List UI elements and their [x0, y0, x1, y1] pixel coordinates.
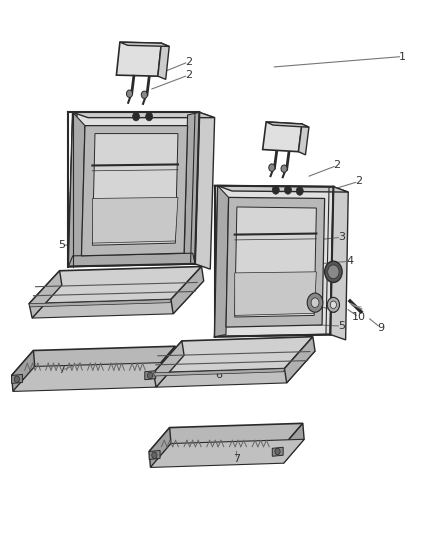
- Circle shape: [133, 112, 140, 121]
- Text: 4: 4: [85, 155, 92, 165]
- Polygon shape: [120, 42, 169, 46]
- Polygon shape: [156, 351, 315, 387]
- Polygon shape: [29, 300, 171, 307]
- Polygon shape: [12, 374, 22, 383]
- Text: 2: 2: [185, 57, 192, 67]
- Polygon shape: [285, 337, 315, 383]
- Polygon shape: [330, 187, 348, 340]
- Circle shape: [281, 165, 287, 172]
- Polygon shape: [68, 112, 85, 266]
- Polygon shape: [68, 112, 199, 266]
- Polygon shape: [215, 185, 333, 337]
- Text: 7: 7: [233, 454, 240, 464]
- Polygon shape: [150, 439, 304, 467]
- Polygon shape: [153, 346, 177, 387]
- Circle shape: [275, 448, 280, 455]
- Circle shape: [296, 187, 303, 195]
- Circle shape: [307, 293, 323, 312]
- Text: 7: 7: [58, 365, 65, 375]
- Circle shape: [327, 297, 339, 312]
- Polygon shape: [29, 266, 201, 304]
- Circle shape: [127, 90, 133, 98]
- Text: 5: 5: [58, 240, 65, 250]
- Circle shape: [328, 265, 339, 279]
- Polygon shape: [153, 368, 285, 376]
- Circle shape: [141, 91, 148, 99]
- Polygon shape: [32, 281, 204, 318]
- Polygon shape: [266, 122, 309, 127]
- Polygon shape: [13, 362, 177, 391]
- Text: 2: 2: [333, 160, 340, 171]
- Circle shape: [330, 301, 336, 309]
- Polygon shape: [149, 427, 171, 467]
- Circle shape: [272, 185, 279, 194]
- Polygon shape: [92, 197, 178, 243]
- Text: 6: 6: [215, 370, 223, 381]
- Text: 9: 9: [377, 322, 384, 333]
- Polygon shape: [12, 351, 35, 391]
- Circle shape: [311, 298, 319, 308]
- Polygon shape: [149, 423, 303, 451]
- Circle shape: [14, 376, 19, 382]
- Circle shape: [325, 261, 342, 282]
- Polygon shape: [68, 253, 195, 266]
- Polygon shape: [153, 341, 184, 387]
- Text: 2: 2: [355, 176, 362, 187]
- Text: 4: 4: [346, 256, 353, 266]
- Polygon shape: [218, 185, 348, 192]
- Polygon shape: [73, 112, 215, 118]
- Text: 6: 6: [58, 278, 65, 287]
- Polygon shape: [298, 124, 309, 155]
- Text: 3: 3: [93, 128, 100, 139]
- Text: 8: 8: [329, 305, 336, 315]
- Circle shape: [269, 164, 275, 171]
- Polygon shape: [283, 423, 304, 463]
- Polygon shape: [68, 112, 77, 266]
- Polygon shape: [117, 42, 161, 76]
- Polygon shape: [184, 112, 199, 264]
- Polygon shape: [92, 134, 178, 245]
- Text: 2: 2: [185, 70, 192, 80]
- Text: 5: 5: [338, 321, 345, 331]
- Polygon shape: [171, 266, 204, 314]
- Polygon shape: [81, 126, 187, 256]
- Polygon shape: [195, 112, 215, 269]
- Polygon shape: [29, 271, 62, 318]
- Text: 3: 3: [338, 232, 345, 243]
- Polygon shape: [158, 43, 169, 79]
- Polygon shape: [215, 185, 229, 337]
- Polygon shape: [145, 370, 155, 379]
- Polygon shape: [226, 197, 325, 327]
- Circle shape: [148, 372, 152, 378]
- Circle shape: [146, 112, 152, 121]
- Circle shape: [285, 185, 291, 194]
- Polygon shape: [153, 337, 313, 373]
- Polygon shape: [235, 272, 316, 316]
- Text: 10: 10: [352, 312, 366, 322]
- Text: 1: 1: [399, 52, 406, 61]
- Polygon shape: [12, 346, 175, 375]
- Polygon shape: [272, 447, 283, 456]
- Circle shape: [152, 452, 157, 458]
- Polygon shape: [235, 207, 316, 317]
- Polygon shape: [263, 122, 302, 152]
- Polygon shape: [149, 450, 160, 459]
